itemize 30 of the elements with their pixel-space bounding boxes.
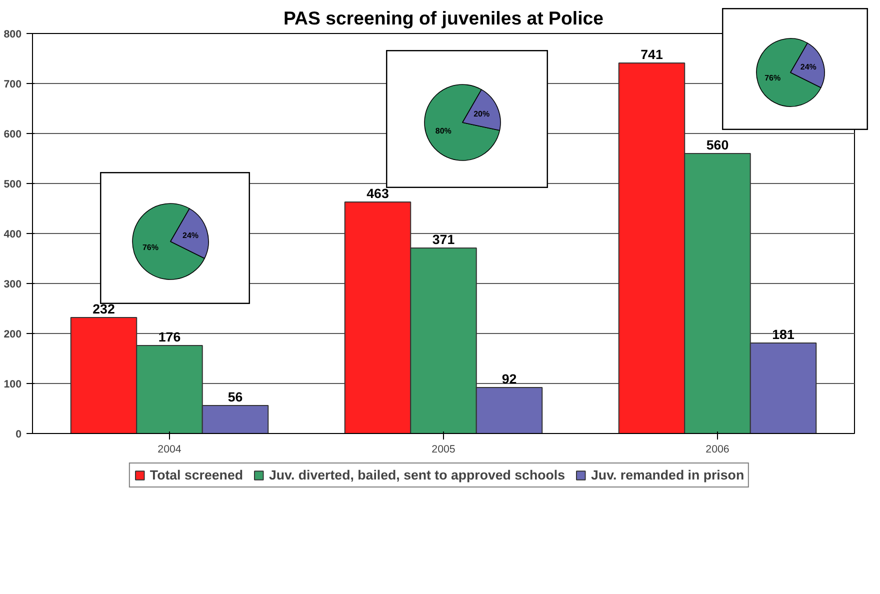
data-label: 76% (142, 243, 158, 252)
data-label: 56 (228, 390, 243, 404)
y-tick-label: 500 (4, 178, 22, 190)
legend-label: Juv. diverted, bailed, sent to approved schools (269, 468, 566, 482)
data-label: 92 (502, 372, 517, 386)
data-label: 24% (800, 62, 816, 72)
data-label: 24% (182, 230, 199, 240)
y-tick-label: 700 (4, 78, 22, 90)
data-label: 176 (158, 330, 181, 344)
y-tick-label: 100 (4, 378, 22, 390)
y-tick-label: 200 (4, 328, 22, 340)
y-tick-label: 300 (4, 278, 22, 290)
y-tick-label: 0 (16, 428, 22, 440)
data-label: 232 (92, 302, 115, 316)
data-label: 463 (366, 186, 389, 201)
data-label: 20% (474, 110, 490, 118)
x-tick-label: 2005 (432, 444, 456, 456)
y-tick-label: 400 (4, 228, 22, 240)
data-label: 80% (435, 126, 452, 136)
y-tick-label: 600 (4, 128, 22, 140)
data-label: 76% (764, 73, 781, 82)
x-tick-label: 2006 (706, 444, 730, 456)
x-tick-label: 2004 (158, 444, 182, 456)
legend-label: Total screened (150, 468, 244, 482)
chart-title: PAS screening of juveniles at Police (283, 8, 604, 28)
y-tick-label: 800 (4, 28, 22, 40)
data-label: 741 (640, 47, 664, 62)
data-label: 371 (432, 232, 456, 247)
data-label: 560 (706, 138, 729, 152)
legend-label: Juv. remanded in prison (591, 468, 744, 482)
